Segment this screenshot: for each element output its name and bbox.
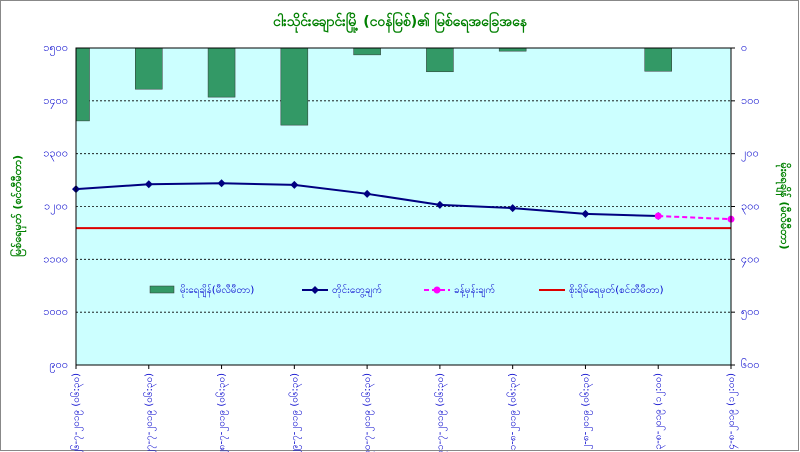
x-tick-label: ၃၀-၇-၂၀၁၉ (၀၆:၃၀) (360, 373, 375, 452)
observed-point (508, 204, 517, 213)
y-tick-label: ၁၄၀၀ (43, 94, 68, 109)
legend-marker (311, 286, 319, 294)
series-group (76, 48, 672, 126)
y2-axis-title: မိုးရေချိန် (မီလီမီတာ) (775, 163, 792, 250)
rain-bar (353, 48, 381, 56)
observed-point (363, 189, 372, 198)
rain-bar (498, 48, 527, 52)
x-tick-label: ၂၆-၇-၂၀၁၉ (၀၆:၃၀) (69, 373, 84, 452)
observed-point (217, 179, 226, 188)
y-tick-label: ၉၀၀ (49, 358, 68, 373)
forecast-line (658, 215, 732, 221)
x-tick-label: ၂၈-၇-၂၀၁၉ (၀၆:၃၀) (215, 373, 230, 452)
y2-tick-label: ၅၀၀ (741, 305, 760, 320)
rain-bar (426, 48, 454, 73)
legend-label: ခန့်မှန်းချက် (454, 283, 495, 298)
y-tick-label: ၁၀၀၀ (43, 305, 68, 318)
legend-swatch (149, 285, 175, 294)
rain-bar (207, 48, 236, 98)
forecast-point (654, 212, 662, 220)
plot-border (75, 47, 732, 366)
legend-marker (433, 286, 441, 294)
y-tick-label: ၁၅၀၀ (43, 41, 68, 56)
y2-tick-label: ၆၀၀ (741, 358, 760, 371)
y-tick-label: ၁၂၀၀ (44, 200, 68, 215)
legend-label: တိုင်းတွေ့ချက် (332, 283, 382, 298)
observed-point (435, 200, 444, 209)
y2-tick-label: ၂၀၀ (741, 147, 759, 162)
x-tick-label: ၂-၈-၂၀၁၉ (၀၆:၃၀) (578, 373, 593, 450)
rain-bar (644, 48, 672, 72)
observed-point (581, 209, 590, 218)
y-tick-label: ၁၁၀၀ (43, 252, 68, 265)
y-axis-title: မြစ်ရေမှတ် (စင်တီမီတာ) (9, 155, 27, 257)
rain-bar (135, 48, 163, 90)
y-tick-label: ၁၃၀၀ (43, 147, 68, 162)
y2-tick-label: ၃၀၀ (741, 200, 760, 215)
rain-bar (280, 48, 309, 126)
x-tick-label: ၃၁-၇-၂၀၁၉ (၀၆:၃၀) (433, 373, 448, 452)
observed-point (144, 180, 153, 189)
x-tick-label: ၂၉-၇-၂၀၁၉ (၀၆:၃၀) (287, 373, 302, 452)
y2-tick-label: ၀ (741, 41, 747, 54)
observed-point (290, 180, 299, 189)
x-tick-label: ၂၇-၇-၂၀၁၉ (၀၆:၃၀) (142, 373, 157, 452)
rain-bar (76, 48, 90, 122)
x-tick-label: ၁-၈-၂၀၁၉ (၀၆:၃၀) (506, 373, 521, 450)
x-tick-label: ၃-၈-၂၀၁၉ (၁၂:၀၀) (653, 373, 666, 450)
chart-title: ငါးသိုင်းချောင်းမြို့ (ငဝန်မြစ်)၏ မြစ်ရေ… (273, 12, 528, 33)
legend-label: စိုးရိမ်ရေမှတ်(စင်တီမီတာ) (569, 283, 664, 298)
legend-label: မိုးရေချိန်(မီလီမီတာ) (180, 283, 254, 298)
y2-tick-label: ၄၀၀ (741, 252, 760, 267)
x-tick-label: ၄-၈-၂၀၁၉ (၁၂:၀၀) (726, 373, 739, 450)
y2-tick-label: ၁၀၀ (741, 94, 760, 107)
